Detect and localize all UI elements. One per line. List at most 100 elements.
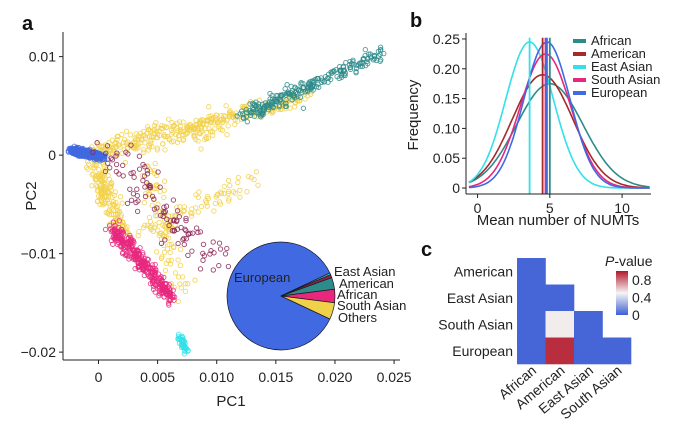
scatter-point — [175, 333, 182, 340]
scatter-point — [142, 184, 148, 190]
scatter-point — [213, 194, 219, 200]
scatter-point — [203, 198, 209, 204]
legend-label: South Asian — [591, 72, 660, 87]
scatter-point — [106, 223, 113, 229]
scatter-point — [216, 262, 222, 269]
panel-label-c: c — [421, 239, 432, 261]
scatter-point — [100, 172, 106, 178]
scatter-point — [151, 196, 157, 202]
scatter-point — [197, 124, 203, 130]
scatter-point — [159, 122, 165, 129]
scatter-point — [164, 246, 171, 252]
scatter-point — [135, 256, 142, 262]
scatter-point — [319, 79, 325, 85]
scatter-point — [134, 208, 141, 215]
scatter-point — [193, 192, 199, 198]
scatter-point — [162, 267, 169, 274]
legend-label: European — [591, 85, 647, 100]
scatter-point — [149, 143, 155, 150]
scatter-point — [213, 112, 219, 118]
scatter-point — [195, 209, 201, 215]
scatter-point — [142, 222, 148, 229]
scatter-point — [178, 285, 184, 291]
scatter-point — [157, 291, 163, 297]
scatter-point — [181, 207, 187, 214]
scatter-point — [235, 179, 241, 186]
scatter-point — [109, 157, 116, 163]
scatter-point — [92, 175, 98, 182]
scatter-point — [373, 57, 380, 64]
scatter-point — [226, 198, 232, 204]
scatter-point — [217, 246, 224, 252]
scatter-point — [122, 159, 129, 166]
scatter-point — [302, 96, 308, 102]
scatter-point — [120, 173, 126, 179]
scatter-point — [381, 50, 387, 57]
scatter-point — [128, 142, 134, 148]
scatter-point — [234, 113, 240, 119]
scatter-point — [181, 241, 187, 248]
scatter-point — [122, 252, 129, 258]
scatter-point — [196, 189, 202, 195]
scatter-point — [147, 141, 154, 147]
scatter-point — [191, 134, 197, 140]
scatter-point — [170, 124, 176, 130]
scatter-point — [161, 187, 167, 193]
heatmap-cell — [517, 284, 546, 312]
scatter-point — [175, 257, 181, 263]
scatter-point — [161, 249, 168, 255]
density-curve — [468, 41, 650, 189]
scatter-point — [86, 161, 92, 167]
scatter-point — [218, 117, 224, 123]
scatter-point — [172, 270, 179, 276]
scatter-point — [221, 183, 228, 190]
scatter-point — [328, 69, 334, 75]
scatter-point — [227, 182, 233, 189]
scatter-point — [248, 175, 254, 181]
scatter-point — [167, 224, 173, 230]
density-curve — [468, 41, 650, 189]
y-tick-label: −0.02 — [21, 344, 57, 360]
scatter-point — [237, 194, 243, 200]
scatter-point — [144, 124, 151, 130]
scatter-point — [157, 230, 163, 237]
scatter-point — [235, 174, 241, 181]
scatter-point — [139, 136, 145, 143]
scatter-point — [180, 344, 186, 350]
scatter-point — [174, 204, 180, 210]
scatter-point — [155, 201, 161, 207]
scatter-point — [282, 86, 288, 92]
y-tick-label: 0.10 — [433, 120, 460, 136]
x-tick-label: 0.020 — [317, 369, 352, 385]
scatter-point — [94, 198, 101, 205]
heatmap-row-label: East Asian — [447, 290, 513, 306]
scatter-point — [190, 230, 196, 236]
scatter-point — [276, 102, 282, 108]
scatter-point — [118, 233, 124, 239]
pie-slice-label: South Asian — [337, 298, 406, 313]
scatter-point — [181, 204, 188, 210]
scatter-point — [105, 172, 111, 178]
scatter-point — [338, 67, 344, 73]
scatter-point — [282, 103, 289, 109]
scatter-point — [152, 160, 158, 167]
scatter-point — [227, 111, 233, 118]
scatter-point — [188, 213, 195, 219]
scatter-point — [252, 103, 259, 110]
scatter-point — [114, 150, 120, 156]
scatter-point — [102, 226, 109, 233]
scatter-point — [149, 193, 156, 200]
scatter-point — [353, 70, 359, 76]
scatter-point — [124, 252, 130, 258]
scatter-point — [139, 172, 145, 179]
scatter-point — [137, 245, 143, 251]
scatter-points — [65, 44, 387, 357]
scatter-point — [102, 198, 108, 205]
scatter-point — [255, 182, 261, 188]
scatter-point — [158, 274, 164, 280]
scatter-point — [297, 94, 304, 100]
scatter-point — [110, 144, 116, 151]
heatmap-cell — [517, 337, 546, 365]
scatter-point — [191, 132, 197, 138]
